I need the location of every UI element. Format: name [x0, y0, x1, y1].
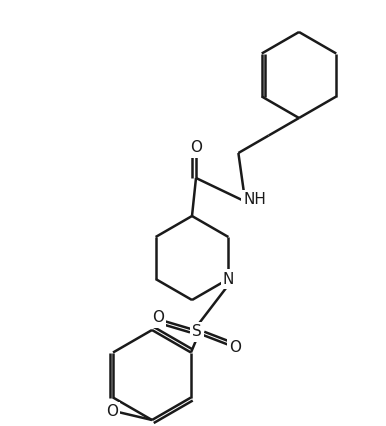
Text: S: S	[192, 325, 202, 340]
Text: N: N	[223, 271, 234, 287]
Text: O: O	[152, 311, 164, 325]
Text: O: O	[190, 141, 202, 155]
Text: O: O	[106, 405, 118, 420]
Text: NH: NH	[244, 193, 266, 207]
Text: O: O	[229, 340, 241, 356]
